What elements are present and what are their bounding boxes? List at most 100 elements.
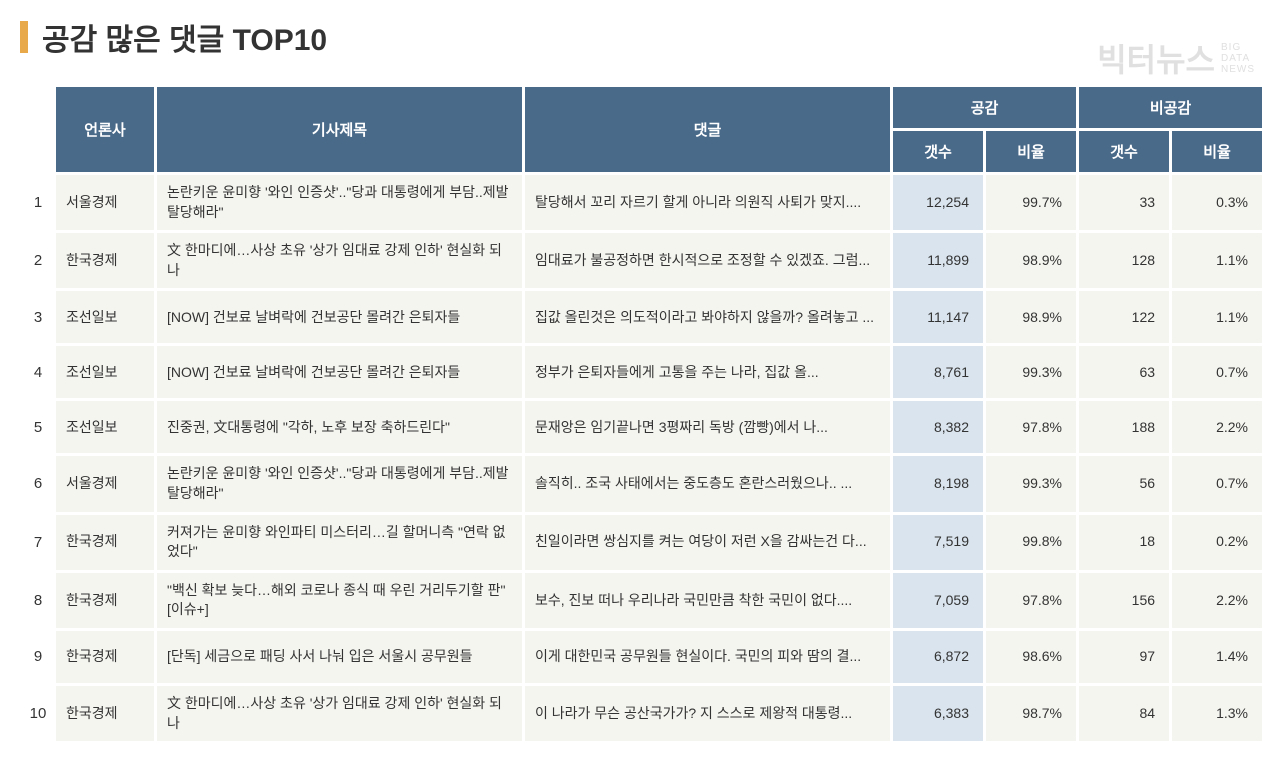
cell-article: "백신 확보 늦다…해외 코로나 종식 때 우린 거리두기할 판" [이슈+] xyxy=(157,573,522,628)
page-title: 공감 많은 댓글 TOP10 xyxy=(42,15,327,59)
cell-dislike-ratio: 0.7% xyxy=(1172,456,1262,511)
cell-press: 한국경제 xyxy=(56,573,154,628)
cell-like-ratio: 97.8% xyxy=(986,573,1076,628)
cell-press: 조선일보 xyxy=(56,346,154,398)
cell-like-count: 6,383 xyxy=(893,686,983,741)
cell-like-count: 6,872 xyxy=(893,631,983,683)
header-press: 언론사 xyxy=(56,87,154,172)
cell-article: [NOW] 건보료 날벼락에 건보공단 몰려간 은퇴자들 xyxy=(157,291,522,343)
cell-like-count: 7,059 xyxy=(893,573,983,628)
cell-dislike-count: 63 xyxy=(1079,346,1169,398)
page-title-wrap: 공감 많은 댓글 TOP10 xyxy=(20,15,1260,59)
cell-comment: 집값 올린것은 의도적이라고 봐야하지 않을까? 올려놓고 ... xyxy=(525,291,890,343)
cell-rank: 1 xyxy=(23,175,53,230)
title-accent-bar xyxy=(20,21,28,53)
cell-like-ratio: 98.6% xyxy=(986,631,1076,683)
table-row: 7한국경제커져가는 윤미향 와인파티 미스터리…길 할머니측 "연락 없었다"친… xyxy=(23,515,1262,570)
table-row: 4조선일보[NOW] 건보료 날벼락에 건보공단 몰려간 은퇴자들정부가 은퇴자… xyxy=(23,346,1262,398)
cell-press: 한국경제 xyxy=(56,686,154,741)
cell-dislike-ratio: 1.1% xyxy=(1172,291,1262,343)
cell-article: 文 한마디에…사상 초유 '상가 임대료 강제 인하' 현실화 되나 xyxy=(157,686,522,741)
cell-dislike-count: 128 xyxy=(1079,233,1169,288)
cell-dislike-ratio: 0.2% xyxy=(1172,515,1262,570)
cell-dislike-count: 188 xyxy=(1079,401,1169,453)
cell-comment: 친일이라면 쌍심지를 켜는 여당이 저런 X을 감싸는건 다... xyxy=(525,515,890,570)
cell-like-ratio: 98.7% xyxy=(986,686,1076,741)
cell-press: 서울경제 xyxy=(56,456,154,511)
table-row: 8한국경제"백신 확보 늦다…해외 코로나 종식 때 우린 거리두기할 판" [… xyxy=(23,573,1262,628)
cell-rank: 9 xyxy=(23,631,53,683)
cell-article: [단독] 세금으로 패딩 사서 나눠 입은 서울시 공무원들 xyxy=(157,631,522,683)
cell-comment: 정부가 은퇴자들에게 고통을 주는 나라, 집값 올... xyxy=(525,346,890,398)
table-row: 9한국경제[단독] 세금으로 패딩 사서 나눠 입은 서울시 공무원들이게 대한… xyxy=(23,631,1262,683)
cell-like-ratio: 98.9% xyxy=(986,291,1076,343)
cell-rank: 7 xyxy=(23,515,53,570)
header-like-group: 공감 xyxy=(893,87,1076,128)
cell-rank: 6 xyxy=(23,456,53,511)
cell-press: 조선일보 xyxy=(56,401,154,453)
cell-like-ratio: 98.9% xyxy=(986,233,1076,288)
cell-like-count: 7,519 xyxy=(893,515,983,570)
cell-like-ratio: 99.7% xyxy=(986,175,1076,230)
cell-rank: 8 xyxy=(23,573,53,628)
table-row: 3조선일보[NOW] 건보료 날벼락에 건보공단 몰려간 은퇴자들집값 올린것은… xyxy=(23,291,1262,343)
cell-comment: 문재앙은 임기끝나면 3평짜리 독방 (깜빵)에서 나... xyxy=(525,401,890,453)
cell-dislike-count: 156 xyxy=(1079,573,1169,628)
cell-like-count: 11,147 xyxy=(893,291,983,343)
cell-article: 논란키운 윤미향 '와인 인증샷'.."당과 대통령에게 부담..제발 탈당해라… xyxy=(157,456,522,511)
cell-dislike-ratio: 0.7% xyxy=(1172,346,1262,398)
table-header: 언론사 기사제목 댓글 공감 비공감 갯수 비율 갯수 비율 xyxy=(23,87,1262,172)
cell-article: [NOW] 건보료 날벼락에 건보공단 몰려간 은퇴자들 xyxy=(157,346,522,398)
cell-rank: 10 xyxy=(23,686,53,741)
cell-dislike-count: 97 xyxy=(1079,631,1169,683)
header-comment: 댓글 xyxy=(525,87,890,172)
cell-dislike-ratio: 2.2% xyxy=(1172,573,1262,628)
cell-like-ratio: 99.3% xyxy=(986,456,1076,511)
cell-like-count: 8,761 xyxy=(893,346,983,398)
table-row: 10한국경제文 한마디에…사상 초유 '상가 임대료 강제 인하' 현실화 되나… xyxy=(23,686,1262,741)
cell-press: 조선일보 xyxy=(56,291,154,343)
cell-rank: 5 xyxy=(23,401,53,453)
header-like-count: 갯수 xyxy=(893,131,983,172)
cell-like-ratio: 97.8% xyxy=(986,401,1076,453)
cell-article: 논란키운 윤미향 '와인 인증샷'.."당과 대통령에게 부담..제발 탈당해라… xyxy=(157,175,522,230)
cell-like-ratio: 99.3% xyxy=(986,346,1076,398)
cell-comment: 임대료가 불공정하면 한시적으로 조정할 수 있겠죠. 그럼... xyxy=(525,233,890,288)
cell-press: 한국경제 xyxy=(56,631,154,683)
cell-rank: 4 xyxy=(23,346,53,398)
cell-dislike-count: 56 xyxy=(1079,456,1169,511)
cell-dislike-count: 33 xyxy=(1079,175,1169,230)
cell-comment: 이게 대한민국 공무원들 현실이다. 국민의 피와 땀의 결... xyxy=(525,631,890,683)
watermark-main: 빅터뉴스 xyxy=(1097,35,1215,81)
cell-rank: 2 xyxy=(23,233,53,288)
cell-article: 文 한마디에…사상 초유 '상가 임대료 강제 인하' 현실화 되나 xyxy=(157,233,522,288)
cell-like-count: 12,254 xyxy=(893,175,983,230)
cell-press: 한국경제 xyxy=(56,515,154,570)
cell-article: 커져가는 윤미향 와인파티 미스터리…길 할머니측 "연락 없었다" xyxy=(157,515,522,570)
cell-comment: 보수, 진보 떠나 우리나라 국민만큼 착한 국민이 없다.... xyxy=(525,573,890,628)
cell-press: 한국경제 xyxy=(56,233,154,288)
cell-dislike-ratio: 1.3% xyxy=(1172,686,1262,741)
header-dislike-count: 갯수 xyxy=(1079,131,1169,172)
cell-rank: 3 xyxy=(23,291,53,343)
cell-like-count: 8,198 xyxy=(893,456,983,511)
table-row: 5조선일보진중권, 文대통령에 "각하, 노후 보장 축하드린다"문재앙은 임기… xyxy=(23,401,1262,453)
watermark: 빅터뉴스 BIG DATA NEWS xyxy=(1097,35,1255,81)
header-dislike-ratio: 비율 xyxy=(1172,131,1262,172)
table-row: 6서울경제논란키운 윤미향 '와인 인증샷'.."당과 대통령에게 부담..제발… xyxy=(23,456,1262,511)
cell-comment: 이 나라가 무슨 공산국가가? 지 스스로 제왕적 대통령... xyxy=(525,686,890,741)
cell-dislike-ratio: 1.1% xyxy=(1172,233,1262,288)
comments-table: 언론사 기사제목 댓글 공감 비공감 갯수 비율 갯수 비율 1서울경제논란키운… xyxy=(20,84,1265,744)
cell-dislike-count: 84 xyxy=(1079,686,1169,741)
cell-comment: 탈당해서 꼬리 자르기 할게 아니라 의원직 사퇴가 맞지.... xyxy=(525,175,890,230)
cell-like-count: 8,382 xyxy=(893,401,983,453)
cell-dislike-ratio: 1.4% xyxy=(1172,631,1262,683)
table-row: 2한국경제文 한마디에…사상 초유 '상가 임대료 강제 인하' 현실화 되나임… xyxy=(23,233,1262,288)
cell-article: 진중권, 文대통령에 "각하, 노후 보장 축하드린다" xyxy=(157,401,522,453)
header-article: 기사제목 xyxy=(157,87,522,172)
table-row: 1서울경제논란키운 윤미향 '와인 인증샷'.."당과 대통령에게 부담..제발… xyxy=(23,175,1262,230)
cell-like-count: 11,899 xyxy=(893,233,983,288)
table-body: 1서울경제논란키운 윤미향 '와인 인증샷'.."당과 대통령에게 부담..제발… xyxy=(23,175,1262,741)
cell-dislike-count: 18 xyxy=(1079,515,1169,570)
header-like-ratio: 비율 xyxy=(986,131,1076,172)
